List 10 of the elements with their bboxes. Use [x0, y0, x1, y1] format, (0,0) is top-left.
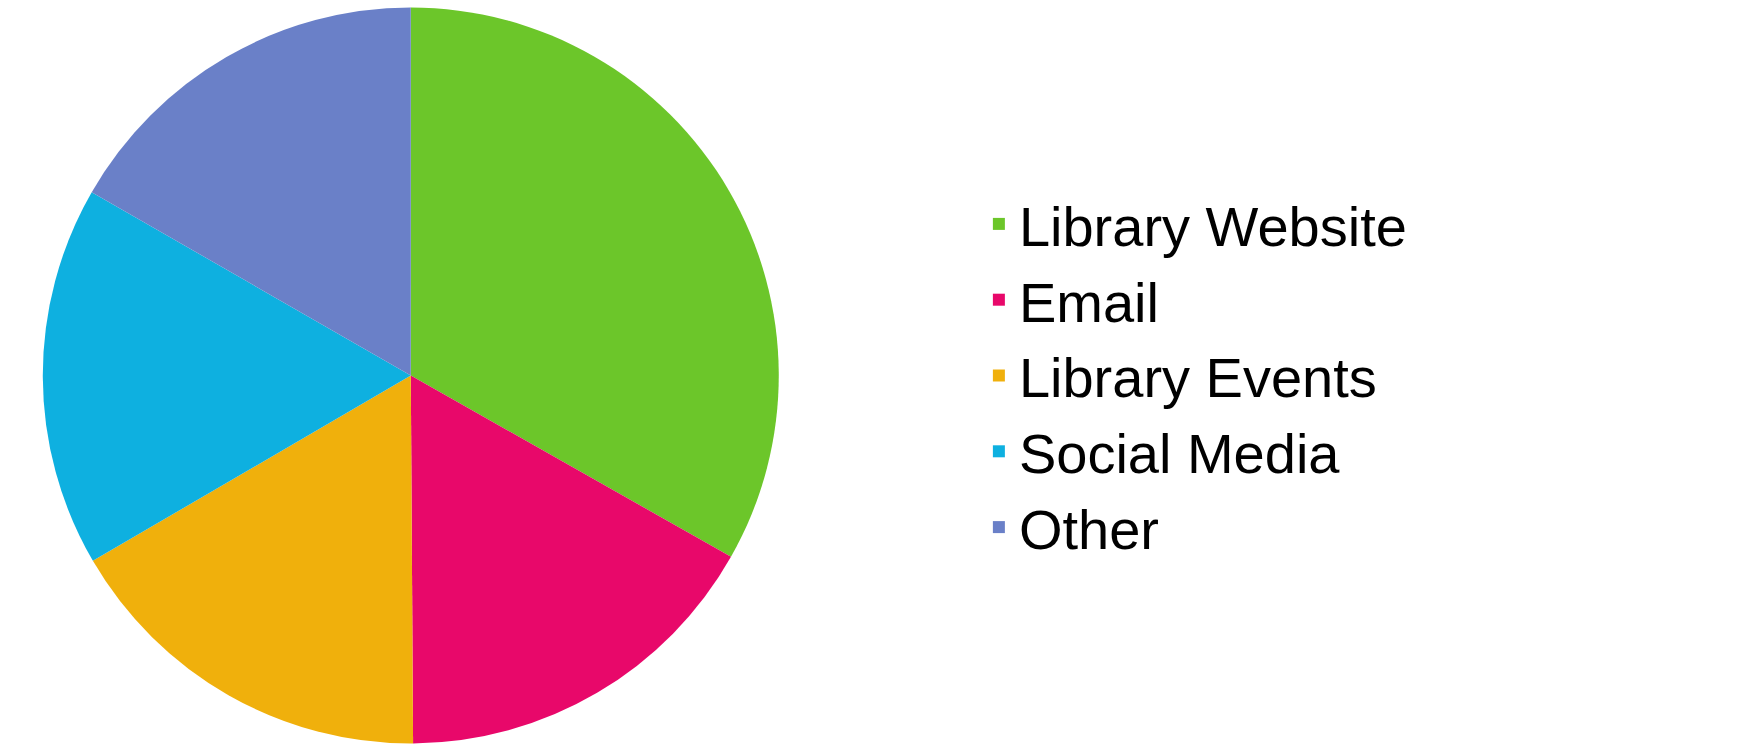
pie-slice — [92, 375, 414, 744]
legend-label: Email — [1018, 270, 1159, 334]
legend-label: Social Media — [1018, 422, 1341, 486]
legend-label: Other — [1018, 497, 1159, 561]
pie-slice — [410, 7, 779, 557]
pie-slice — [410, 375, 731, 744]
pie-slice — [43, 192, 411, 561]
legend-label: Library Events — [1018, 346, 1377, 410]
pie-slice — [91, 7, 411, 376]
legend-label: Library Website — [1018, 194, 1407, 258]
